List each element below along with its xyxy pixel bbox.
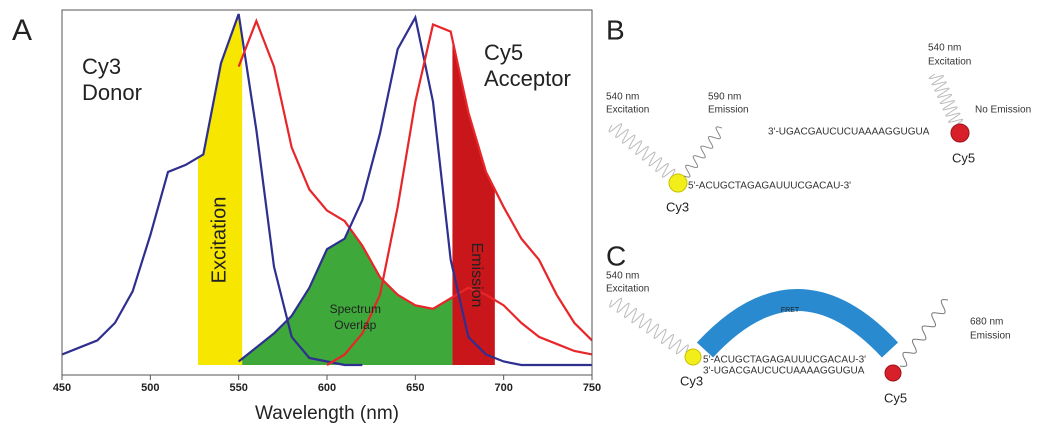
panel-label: C	[606, 240, 626, 271]
x-axis-label: Wavelength (nm)	[255, 403, 399, 424]
region-label: Excitation	[208, 197, 230, 284]
photon-waves	[608, 73, 964, 367]
donor-label: Donor	[82, 80, 142, 105]
photon-wave	[608, 123, 676, 178]
panel-label: B	[606, 14, 625, 45]
annotation: Excitation	[928, 57, 971, 68]
region-label: Spectrum	[330, 302, 381, 316]
annotation: Emission	[970, 331, 1011, 342]
annotation: 540 nm	[928, 43, 961, 54]
acceptor-label: Acceptor	[484, 66, 571, 91]
annotation: 540 nm	[606, 271, 639, 282]
x-tick-label: 600	[318, 382, 336, 394]
photon-wave	[928, 73, 964, 125]
shaded-region	[242, 229, 453, 365]
x-tick-label: 700	[494, 382, 512, 394]
dye-label: Cy3	[666, 199, 689, 214]
photon-wave	[899, 299, 949, 367]
shaded-region	[452, 39, 495, 366]
shaded-region	[198, 14, 243, 366]
x-tick-label: 650	[406, 382, 424, 394]
rna-strand: 3'-UGACGAUCUCUAAAAGGUGUA	[768, 127, 930, 138]
acceptor-label: Cy5	[484, 40, 523, 65]
spectrum-curve	[326, 23, 593, 366]
x-tick-label: 750	[583, 382, 601, 394]
region-label: Overlap	[334, 318, 376, 332]
fret-arc	[696, 289, 899, 358]
dye-label: Cy5	[952, 150, 975, 165]
rna-strand: 3'-UGACGAUCUCUAAAAGGUGUA	[703, 366, 865, 377]
rna-strand: 5'-ACUGCTAGAGAUUUCGACAU-3'	[688, 181, 851, 192]
annotation: Excitation	[606, 284, 649, 295]
annotation: No Emission	[975, 105, 1031, 116]
panel-label: A	[12, 14, 32, 47]
annotation: 680 nm	[970, 317, 1003, 328]
annotation: Excitation	[606, 105, 649, 116]
cy5-dye	[884, 364, 902, 382]
cy3-dye	[668, 173, 688, 193]
photon-wave	[609, 297, 689, 355]
spectrum-curve	[61, 13, 363, 367]
cy3-dye	[684, 348, 702, 366]
spectrum-curve	[237, 17, 593, 356]
donor-label: Cy3	[82, 54, 121, 79]
rna-strand: 5'-ACUGCTAGAGAUUUCGACAU-3'	[703, 355, 866, 366]
spectrum-plot: Excitation Spectrum Overlap Emission	[61, 13, 593, 367]
x-tick-label: 500	[141, 382, 159, 394]
annotation: Emission	[708, 105, 749, 116]
dye-label: Cy3	[680, 373, 703, 388]
dye-label: Cy5	[884, 390, 907, 405]
x-tick-label: 450	[53, 382, 71, 394]
photon-wave	[683, 126, 723, 178]
fret-label: FRET	[781, 307, 800, 314]
region-label: Emission	[468, 243, 485, 308]
x-tick-label: 550	[229, 382, 247, 394]
spectrum-curve	[237, 14, 592, 367]
annotation: 590 nm	[708, 92, 741, 103]
annotation: 540 nm	[606, 92, 639, 103]
cy5-dye	[950, 123, 970, 143]
